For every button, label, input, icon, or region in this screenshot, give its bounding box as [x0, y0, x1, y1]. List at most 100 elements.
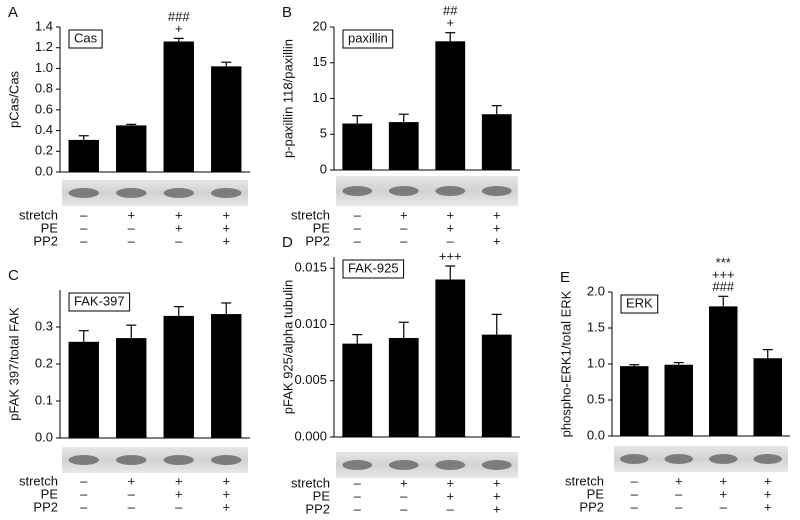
blot-band: [435, 460, 466, 470]
panel-letter: D: [282, 234, 293, 251]
bar: [620, 366, 649, 436]
y-axis-label: phospho-ERK1/total ERK: [558, 290, 573, 437]
y-tick-label: 1.0: [35, 60, 53, 75]
condition-label: PP2: [579, 499, 604, 514]
bar: [116, 338, 147, 438]
condition-cell: –: [447, 233, 455, 248]
condition-cell: +: [446, 488, 454, 503]
condition-cell: +: [175, 220, 183, 235]
condition-cell: –: [128, 486, 136, 501]
blot-band: [68, 455, 99, 465]
condition-cell: +: [719, 473, 727, 488]
condition-cell: –: [354, 233, 362, 248]
y-tick-label: 0: [320, 161, 327, 176]
condition-cell: –: [675, 499, 683, 514]
condition-label: PP2: [33, 233, 58, 248]
blot-band: [435, 186, 466, 196]
box-label: FAK-397: [74, 293, 125, 308]
bar: [68, 341, 99, 438]
box-label: FAK-925: [348, 260, 399, 275]
condition-cell: –: [354, 220, 362, 235]
bar: [211, 66, 242, 172]
condition-cell: –: [720, 499, 728, 514]
condition-cell: +: [675, 473, 683, 488]
bar: [388, 338, 419, 437]
condition-cell: +: [127, 207, 135, 222]
box-label-frame: [620, 294, 659, 314]
condition-cell: –: [631, 473, 639, 488]
condition-label: PE: [41, 486, 59, 501]
y-tick-label: 0.0: [587, 427, 605, 442]
box-label-frame: [68, 292, 131, 312]
condition-cell: +: [400, 207, 408, 222]
y-tick-label: 0.3: [35, 318, 53, 333]
bar: [664, 364, 693, 436]
panel-letter: E: [560, 269, 570, 286]
condition-cell: +: [175, 486, 183, 501]
significance-mark: ###: [712, 279, 734, 294]
condition-cell: +: [175, 473, 183, 488]
condition-cell: –: [128, 220, 136, 235]
y-tick-label: 1.2: [35, 39, 53, 54]
y-tick-label: 15: [313, 54, 327, 69]
condition-label: PP2: [305, 501, 330, 516]
condition-label: stretch: [19, 473, 58, 488]
condition-cell: +: [764, 499, 772, 514]
panel-letter: B: [282, 4, 292, 21]
condition-label: PE: [41, 220, 59, 235]
y-tick-label: 1.4: [35, 18, 53, 33]
condition-label: PE: [313, 488, 331, 503]
condition-cell: +: [222, 486, 230, 501]
bar: [163, 41, 194, 172]
y-tick-label: 1.0: [587, 355, 605, 370]
bar: [342, 343, 373, 437]
condition-cell: +: [493, 207, 501, 222]
blot-band: [481, 186, 512, 196]
blot-band: [342, 460, 373, 470]
panel-letter: A: [8, 4, 18, 21]
condition-cell: +: [175, 207, 183, 222]
condition-cell: –: [400, 488, 408, 503]
condition-cell: –: [80, 473, 88, 488]
significance-mark: +: [446, 15, 454, 30]
condition-cell: –: [128, 233, 136, 248]
y-tick-label: 0.2: [35, 355, 53, 370]
box-label-frame: [342, 259, 405, 279]
condition-cell: +: [222, 207, 230, 222]
blot-band: [388, 460, 419, 470]
y-tick-label: 1.5: [587, 319, 605, 334]
blot-band: [709, 454, 738, 464]
y-tick-label: 0.010: [294, 316, 327, 331]
box-label-frame: [342, 29, 394, 49]
y-tick-label: 0.2: [35, 143, 53, 158]
condition-cell: +: [400, 475, 408, 490]
significance-mark: +++: [712, 267, 735, 282]
blot-band: [211, 455, 242, 465]
panel-letter: C: [8, 267, 19, 284]
bar: [481, 114, 512, 170]
condition-cell: –: [80, 233, 88, 248]
condition-label: stretch: [291, 207, 330, 222]
y-tick-label: 0.0: [35, 163, 53, 178]
blot-band: [481, 460, 512, 470]
blot-band: [163, 455, 194, 465]
condition-cell: –: [80, 220, 88, 235]
condition-cell: +: [222, 233, 230, 248]
bar: [481, 334, 512, 437]
condition-cell: –: [400, 501, 408, 516]
blot-band: [68, 188, 99, 198]
significance-mark: +: [175, 21, 183, 36]
condition-cell: –: [354, 207, 362, 222]
condition-cell: –: [354, 475, 362, 490]
bar: [753, 358, 782, 436]
condition-cell: –: [354, 501, 362, 516]
condition-cell: +: [446, 475, 454, 490]
condition-cell: +: [764, 486, 772, 501]
condition-cell: +: [764, 473, 772, 488]
condition-cell: +: [493, 488, 501, 503]
box-label: Cas: [74, 30, 98, 45]
condition-cell: +: [493, 475, 501, 490]
bar: [709, 306, 738, 436]
blot-band: [116, 188, 147, 198]
